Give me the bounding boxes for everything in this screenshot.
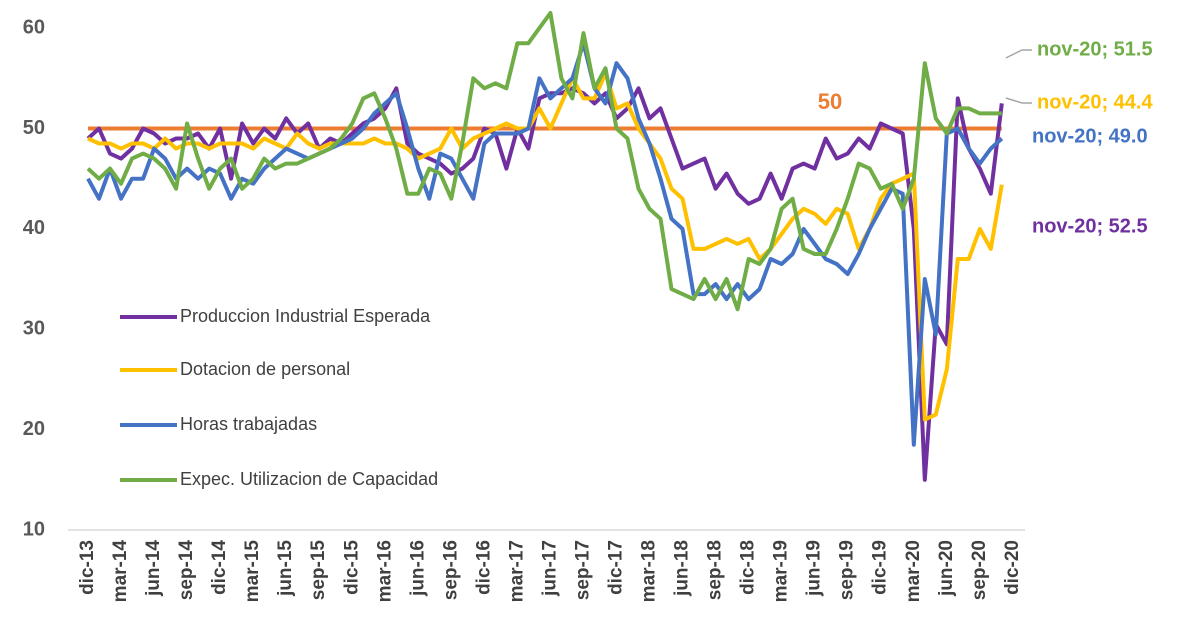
x-tick-label: mar-20 — [903, 540, 924, 602]
x-tick-label: dic-13 — [77, 540, 98, 595]
x-tick-label: sep-19 — [837, 540, 858, 600]
series-line — [86, 11, 1002, 312]
series-line — [87, 71, 1004, 422]
legend-label: Expec. Utilizacion de Capacidad — [180, 469, 438, 489]
y-tick-label: 60 — [23, 16, 45, 38]
x-tick-label: mar-16 — [374, 540, 395, 602]
x-tick-label: jun-17 — [539, 540, 560, 597]
x-tick-label: jun-20 — [936, 540, 957, 597]
reference-label: 50 — [818, 89, 842, 114]
y-tick-label: 40 — [23, 217, 45, 239]
x-tick-label: sep-20 — [969, 540, 990, 600]
x-tick-label: mar-15 — [242, 540, 263, 603]
x-tick-label: jun-15 — [275, 540, 296, 597]
x-tick-label: dic-16 — [473, 540, 494, 595]
y-tick-label: 50 — [23, 117, 45, 139]
x-tick-label: mar-18 — [639, 540, 660, 602]
x-tick-label: mar-17 — [506, 540, 527, 602]
end-label: nov-20; 51.5 — [1037, 38, 1153, 60]
end-label: nov-20; 44.4 — [1037, 91, 1153, 113]
x-tick-label: dic-15 — [341, 540, 362, 595]
legend-label: Dotacion de personal — [180, 359, 350, 379]
x-tick-label: mar-14 — [110, 540, 131, 603]
x-tick-label: dic-14 — [209, 540, 230, 595]
x-tick-label: jun-16 — [407, 540, 428, 597]
x-tick-label: sep-15 — [308, 540, 329, 601]
x-tick-label: dic-18 — [738, 540, 759, 595]
x-tick-label: jun-14 — [143, 540, 164, 597]
legend-label: Horas trabajadas — [180, 414, 317, 434]
x-tick-label: mar-19 — [771, 540, 792, 602]
leader-line — [1005, 49, 1032, 59]
end-label: nov-20; 52.5 — [1032, 215, 1148, 237]
x-tick-label: sep-16 — [440, 540, 461, 600]
x-tick-label: dic-17 — [605, 540, 626, 595]
end-label: nov-20; 49.0 — [1032, 125, 1148, 147]
y-tick-label: 20 — [23, 418, 45, 440]
x-tick-label: sep-18 — [705, 540, 726, 600]
series-line — [86, 86, 1004, 482]
legend-label: Produccion Industrial Esperada — [180, 306, 431, 326]
x-tick-label: sep-17 — [572, 540, 593, 600]
series-line — [86, 41, 1004, 447]
x-tick-label: jun-18 — [672, 540, 693, 597]
x-tick-label: jun-19 — [804, 540, 825, 597]
y-tick-label: 10 — [23, 518, 45, 540]
x-tick-label: dic-20 — [1002, 540, 1023, 595]
leader-line — [1005, 97, 1032, 104]
x-tick-label: dic-19 — [870, 540, 891, 595]
y-tick-label: 30 — [23, 318, 45, 340]
x-tick-label: sep-14 — [176, 540, 197, 601]
